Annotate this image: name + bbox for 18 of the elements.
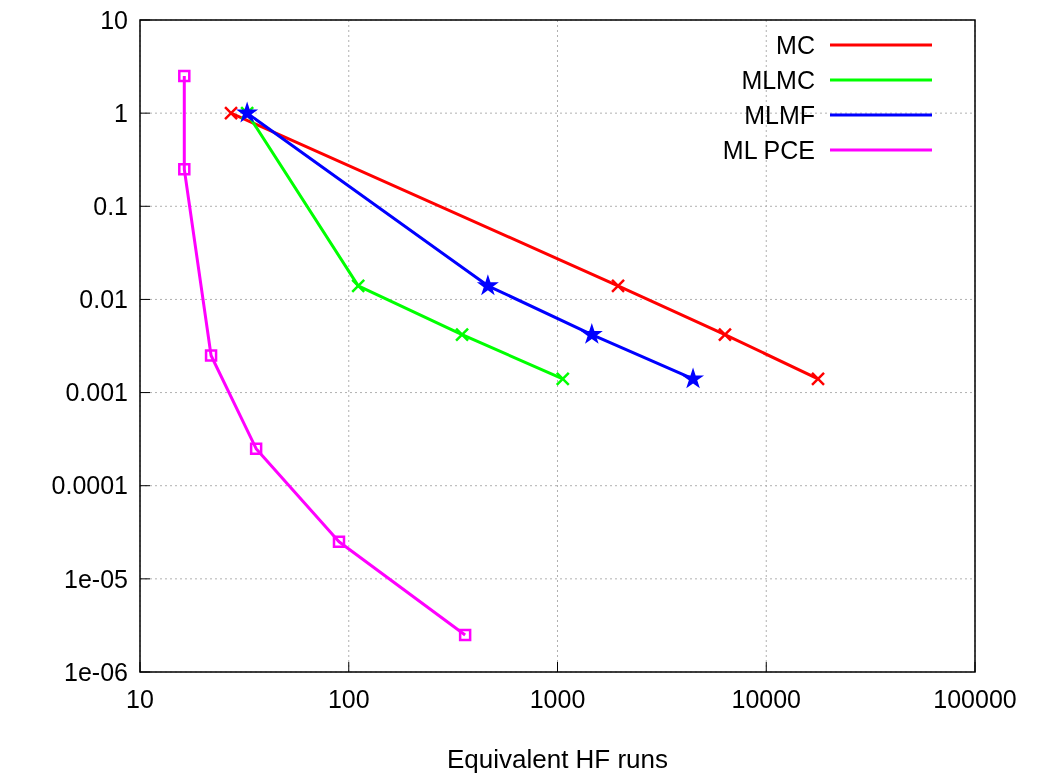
- y-tick-label: 1e-05: [64, 564, 128, 593]
- x-axis-title: Equivalent HF runs: [446, 744, 669, 774]
- y-tick-label: 10: [100, 5, 128, 34]
- x-tick-label: 10000: [731, 685, 802, 713]
- y-tick-label: 0.1: [93, 192, 128, 221]
- x-tick-label: 100000: [933, 685, 1017, 713]
- legend-label: ML PCE: [722, 135, 815, 164]
- legend-label: MC: [776, 30, 815, 59]
- y-tick-label: 1: [114, 98, 128, 127]
- legend-label: MLMF: [744, 100, 815, 129]
- x-tick-label: 100: [327, 685, 370, 713]
- legend-label: MLMC: [741, 65, 815, 94]
- y-tick-label: 0.0001: [51, 471, 128, 500]
- y-tick-label: 1e-06: [64, 657, 128, 686]
- y-tick-label: 0.01: [79, 285, 128, 314]
- x-tick-label: 1000: [529, 685, 586, 713]
- y-tick-label: 0.001: [65, 378, 128, 407]
- x-tick-label: 10: [126, 685, 154, 713]
